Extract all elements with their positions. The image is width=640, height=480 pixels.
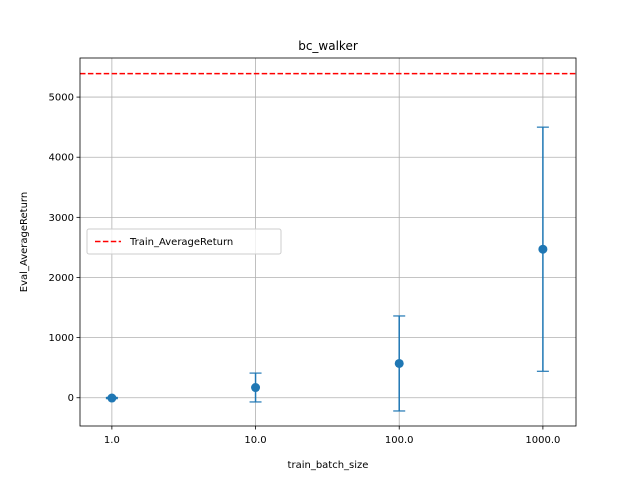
chart-title: bc_walker [298,39,358,53]
y-tick-label: 1000 [49,333,74,344]
data-point [107,393,117,403]
legend: Train_AverageReturn [86,228,282,255]
data-point [251,383,261,393]
y-tick-label: 4000 [49,153,74,164]
y-tick-label: 2000 [49,273,74,284]
data-point [394,358,404,368]
legend-box [86,228,282,255]
x-tick-label: 1.0 [104,435,120,446]
x-tick-label: 10.0 [244,435,266,446]
plot-frame [79,57,577,427]
y-tick-label: 5000 [49,93,74,104]
data-point [538,244,548,254]
data-points [107,244,548,403]
legend-entry-train-averagereturn: Train_AverageReturn [129,237,233,248]
x-tick-label: 1000.0 [525,435,560,446]
y-tick-label: 0 [68,393,74,404]
y-axis-label: Eval_AverageReturn [19,192,30,292]
x-axis-label: train_batch_size [288,460,369,471]
x-tick-label: 100.0 [385,435,414,446]
axis-ticks: 1.0 10.0 100.0 1000.0 0 1000 2000 3000 4000 5000 [49,93,561,446]
y-tick-label: 3000 [49,213,74,224]
